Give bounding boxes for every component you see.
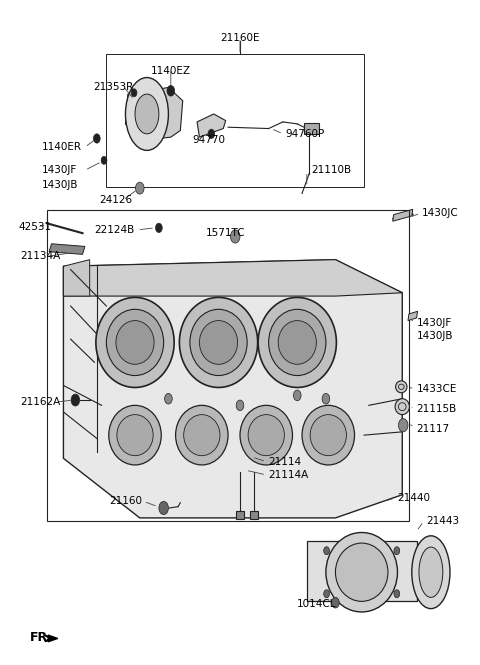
Ellipse shape	[326, 533, 397, 612]
Polygon shape	[307, 541, 417, 600]
Ellipse shape	[184, 414, 220, 456]
Text: 21160E: 21160E	[220, 33, 260, 43]
Polygon shape	[63, 259, 402, 296]
Text: 21443: 21443	[426, 516, 459, 526]
Text: 21440: 21440	[397, 493, 431, 503]
Circle shape	[167, 86, 175, 96]
Ellipse shape	[412, 536, 450, 608]
Circle shape	[332, 597, 339, 608]
Text: 94760P: 94760P	[285, 129, 324, 139]
Text: 1430JB: 1430JB	[42, 180, 78, 190]
Polygon shape	[197, 114, 226, 137]
Circle shape	[398, 418, 408, 432]
Ellipse shape	[336, 543, 388, 601]
Text: 21114A: 21114A	[269, 470, 309, 480]
Circle shape	[94, 134, 100, 143]
Bar	[47, 210, 409, 521]
Ellipse shape	[96, 297, 174, 388]
Bar	[107, 55, 364, 187]
Polygon shape	[63, 259, 402, 518]
Text: 1140ER: 1140ER	[42, 142, 82, 152]
Text: 22124B: 22124B	[95, 225, 135, 235]
Circle shape	[159, 501, 168, 515]
Text: 21117: 21117	[417, 424, 450, 434]
Polygon shape	[393, 209, 413, 221]
Bar	[236, 511, 244, 519]
Ellipse shape	[135, 94, 159, 134]
Text: FR.: FR.	[30, 630, 53, 644]
Text: 21115B: 21115B	[417, 404, 457, 414]
Text: 21160: 21160	[109, 496, 142, 506]
Circle shape	[394, 590, 400, 598]
Circle shape	[324, 590, 329, 598]
Circle shape	[324, 547, 329, 555]
Text: 1140EZ: 1140EZ	[151, 66, 191, 76]
Text: 21134A: 21134A	[21, 251, 61, 261]
Ellipse shape	[109, 406, 161, 465]
Text: 1571TC: 1571TC	[206, 228, 245, 238]
Ellipse shape	[310, 414, 347, 456]
Circle shape	[156, 223, 162, 233]
Text: 1430JF: 1430JF	[417, 318, 452, 328]
FancyArrowPatch shape	[411, 213, 413, 215]
Ellipse shape	[116, 321, 154, 364]
Text: 21353R: 21353R	[94, 82, 133, 92]
Ellipse shape	[396, 381, 407, 393]
Ellipse shape	[180, 297, 258, 388]
Circle shape	[230, 230, 240, 243]
Ellipse shape	[258, 297, 336, 388]
Ellipse shape	[395, 399, 409, 414]
Text: 24126: 24126	[99, 195, 132, 205]
Text: 42531: 42531	[18, 221, 51, 231]
Text: 21162A: 21162A	[21, 397, 61, 407]
Ellipse shape	[240, 406, 292, 465]
Text: 21114: 21114	[269, 457, 302, 467]
Circle shape	[322, 394, 330, 404]
Text: 1014CL: 1014CL	[297, 599, 336, 609]
Circle shape	[293, 390, 301, 401]
Circle shape	[71, 394, 80, 406]
Text: 1430JB: 1430JB	[417, 331, 453, 340]
Circle shape	[131, 89, 137, 96]
Circle shape	[394, 547, 400, 555]
Ellipse shape	[107, 309, 164, 376]
Ellipse shape	[248, 414, 284, 456]
Ellipse shape	[419, 547, 443, 597]
Text: 1430JC: 1430JC	[421, 208, 458, 218]
Polygon shape	[49, 244, 85, 254]
Circle shape	[135, 182, 144, 194]
Polygon shape	[48, 635, 58, 642]
Ellipse shape	[302, 406, 355, 465]
Ellipse shape	[278, 321, 316, 364]
Polygon shape	[408, 311, 418, 321]
Bar	[251, 511, 258, 519]
Circle shape	[165, 394, 172, 404]
Text: 94770: 94770	[192, 136, 226, 146]
Ellipse shape	[190, 309, 247, 376]
Ellipse shape	[117, 414, 153, 456]
Circle shape	[208, 129, 215, 138]
Text: 1430JF: 1430JF	[42, 166, 77, 176]
Circle shape	[101, 156, 107, 164]
Ellipse shape	[125, 78, 168, 150]
Polygon shape	[63, 259, 90, 296]
Text: 1433CE: 1433CE	[417, 384, 457, 394]
Text: 21110B: 21110B	[312, 166, 352, 176]
Ellipse shape	[199, 321, 238, 364]
Ellipse shape	[176, 406, 228, 465]
Circle shape	[236, 400, 244, 411]
Polygon shape	[125, 88, 183, 140]
Ellipse shape	[269, 309, 326, 376]
Bar	[304, 123, 319, 134]
